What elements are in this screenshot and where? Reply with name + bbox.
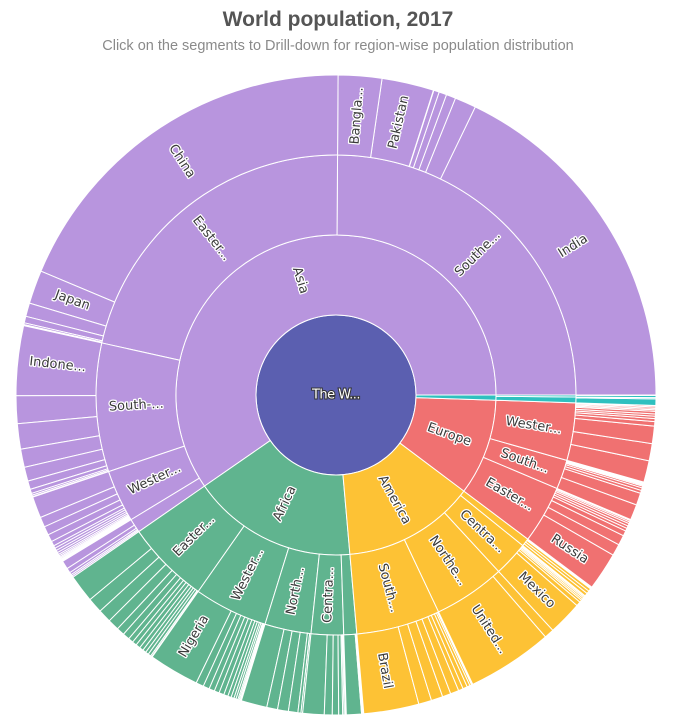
chart-subtitle: Click on the segments to Drill-down for … [102,38,574,54]
segment-root[interactable] [255,314,417,476]
segment-subregion[interactable] [495,394,577,398]
chart-title: World population, 2017 [222,8,454,31]
